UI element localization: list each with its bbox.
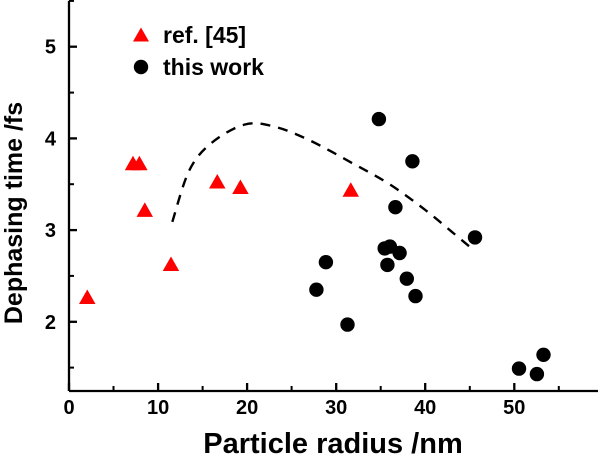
svg-text:Dephasing time /fs: Dephasing time /fs [0, 102, 28, 324]
svg-text:30: 30 [325, 397, 347, 419]
svg-text:4: 4 [45, 128, 57, 150]
svg-text:50: 50 [503, 397, 525, 419]
svg-text:this work: this work [163, 54, 264, 80]
svg-text:40: 40 [414, 397, 436, 419]
svg-text:5: 5 [45, 37, 56, 59]
svg-text:10: 10 [147, 397, 169, 419]
svg-text:3: 3 [45, 220, 56, 242]
svg-text:Particle radius /nm: Particle radius /nm [203, 428, 463, 460]
svg-text:20: 20 [236, 397, 258, 419]
svg-text:0: 0 [63, 397, 74, 419]
svg-text:2: 2 [45, 312, 56, 334]
svg-text:ref. [45]: ref. [45] [163, 22, 246, 48]
